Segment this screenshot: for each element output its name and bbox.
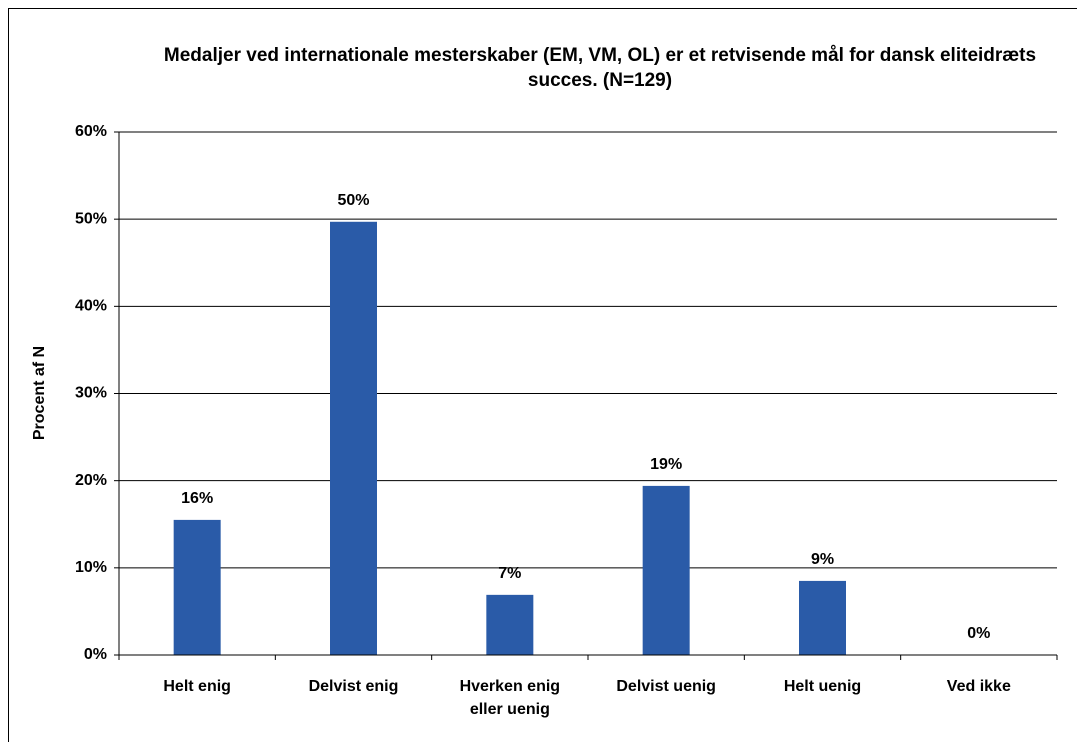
y-axis-label: Procent af N	[31, 346, 48, 440]
y-tick-label: 60%	[75, 123, 107, 140]
value-label: 16%	[181, 490, 213, 507]
value-label: 7%	[498, 565, 521, 582]
y-tick-label: 40%	[75, 298, 107, 315]
x-tick-label: Helt enig	[163, 678, 231, 695]
value-label: 0%	[967, 625, 990, 642]
y-tick-label: 30%	[75, 385, 107, 402]
value-label: 50%	[337, 192, 369, 209]
bar	[486, 594, 534, 655]
y-tick-label: 50%	[75, 210, 107, 227]
bar	[642, 485, 690, 655]
value-label: 19%	[650, 456, 682, 473]
chart-title: Medaljer ved internationale mesterskaber…	[164, 45, 1036, 91]
bar	[330, 221, 377, 655]
x-tick-label: Ved ikke	[947, 678, 1011, 695]
x-tick-label: Helt uenig	[784, 678, 861, 695]
y-tick-label: 10%	[75, 559, 107, 576]
x-tick-label: Delvist enig	[309, 678, 399, 695]
chart-frame	[8, 8, 1077, 742]
x-tick-label: Hverken enig eller uenig	[460, 678, 560, 718]
y-tick-label: 0%	[84, 646, 107, 663]
bar	[173, 519, 221, 655]
x-tick-label: Delvist uenig	[616, 678, 716, 695]
y-tick-label: 20%	[75, 472, 107, 489]
bar	[799, 580, 846, 655]
value-label: 9%	[811, 551, 834, 568]
